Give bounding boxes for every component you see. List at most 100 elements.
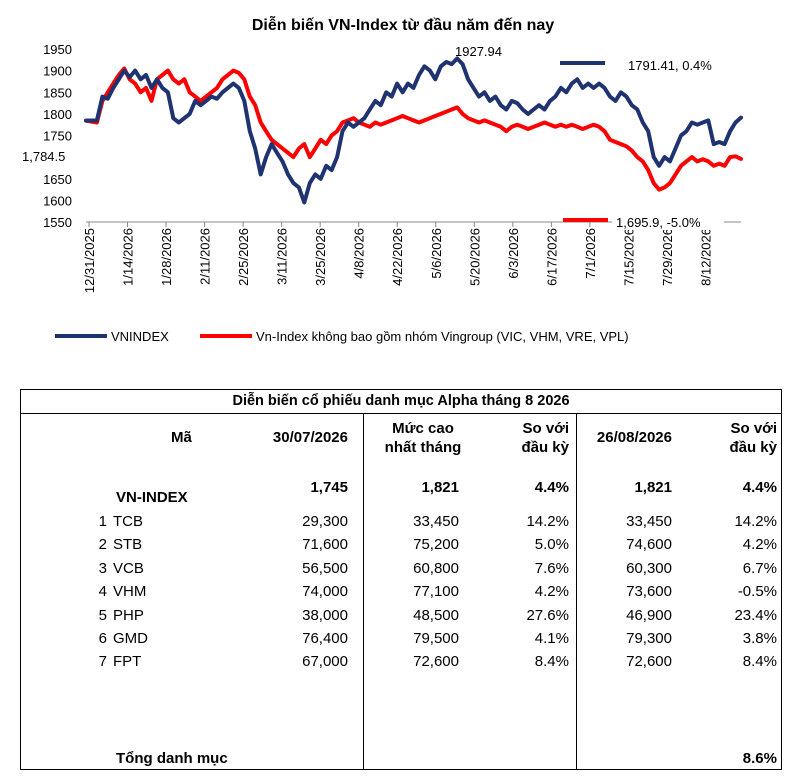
price-26-08: 73,600 bbox=[626, 583, 672, 601]
y-tick-label: 1650 bbox=[43, 172, 72, 187]
monthly-high: 77,100 bbox=[413, 583, 459, 601]
header-change2-line2: đầu kỳ bbox=[729, 439, 777, 456]
stock-code: TCB bbox=[113, 513, 143, 530]
row-number: 5 bbox=[98, 606, 107, 624]
x-tick-label: 8/12/2026 bbox=[698, 228, 713, 286]
stock-code: PHP bbox=[113, 606, 144, 624]
change-vs-start-2: 4.2% bbox=[742, 536, 777, 554]
x-tick-label: 1/28/2026 bbox=[159, 228, 174, 286]
price-30-07: 74,000 bbox=[302, 583, 348, 601]
header-change2-line1: So với bbox=[730, 420, 777, 437]
y-tick-label: 1900 bbox=[43, 64, 72, 79]
series-layer bbox=[84, 56, 743, 205]
index-row-name: VN-INDEX bbox=[116, 489, 188, 506]
x-tick-label: 2/11/2026 bbox=[198, 228, 213, 285]
monthly-high: 48,500 bbox=[413, 606, 459, 624]
index-row-change1: 4.4% bbox=[534, 479, 569, 496]
series-line-ex-vingroup bbox=[84, 66, 743, 192]
change-vs-start-1: 7.6% bbox=[534, 559, 569, 577]
column-divider-1 bbox=[363, 413, 364, 769]
total-value: 8.6% bbox=[742, 750, 777, 767]
index-row-value2: 1,821 bbox=[634, 479, 672, 496]
change-vs-start-2: 6.7% bbox=[742, 559, 777, 577]
monthly-high: 72,600 bbox=[413, 653, 459, 671]
change-vs-start-1: 27.6% bbox=[526, 606, 569, 624]
monthly-high: 60,800 bbox=[413, 559, 459, 577]
start-value-label: 1,784.5 bbox=[22, 149, 65, 164]
stock-code: STB bbox=[113, 536, 143, 554]
header-change1-line2: đầu kỳ bbox=[521, 439, 569, 456]
price-30-07: 71,600 bbox=[302, 536, 348, 554]
change-vs-start-2: -0.5% bbox=[737, 583, 777, 601]
header-high-line1: Mức cao bbox=[392, 420, 454, 437]
peak-value-label: 1927.94 bbox=[455, 44, 502, 59]
monthly-high: 75,200 bbox=[413, 536, 459, 554]
y-tick-label: 1550 bbox=[43, 215, 72, 230]
y-tick-label: 1800 bbox=[43, 107, 72, 122]
portfolio-table: Diễn biến cổ phiếu danh mục Alpha tháng … bbox=[20, 389, 782, 770]
x-tick-label: 7/15/2026 bbox=[621, 228, 636, 286]
y-tick-label: 1950 bbox=[43, 42, 72, 57]
x-tick-label: 12/31/2025 bbox=[82, 228, 97, 293]
x-tick-label: 4/22/2026 bbox=[390, 228, 405, 286]
x-tick-label: 5/20/2026 bbox=[467, 228, 482, 286]
x-tick-label: 7/29/2026 bbox=[660, 228, 675, 286]
change-vs-start-2: 8.4% bbox=[742, 653, 777, 671]
header-date2: 26/08/2026 bbox=[596, 429, 672, 446]
row-number: 1 bbox=[98, 513, 107, 530]
x-tick-label: 5/6/2026 bbox=[429, 228, 444, 279]
row-number: 7 bbox=[98, 653, 107, 671]
red-end-label-bg bbox=[612, 212, 724, 230]
stock-code: GMD bbox=[113, 630, 148, 647]
chart-title: Diễn biến VN-Index từ đầu năm đến nay bbox=[252, 15, 554, 34]
change-vs-start-1: 4.1% bbox=[534, 630, 569, 647]
row-number: 6 bbox=[98, 630, 107, 647]
x-tick-label: 6/3/2026 bbox=[506, 228, 521, 279]
change-vs-start-1: 14.2% bbox=[526, 513, 569, 530]
x-tick-label: 1/14/2026 bbox=[121, 228, 136, 286]
annotations: 1,784.5 1927.94 1791.41, 0.4% 1,695.9, -… bbox=[18, 44, 724, 230]
legend-label-ex-vingroup: Vn-Index không bao gồm nhóm Vingroup (VI… bbox=[256, 329, 629, 344]
table-title: Diễn biến cổ phiếu danh mục Alpha tháng … bbox=[21, 390, 781, 414]
x-tick-label: 2/25/2026 bbox=[236, 228, 251, 286]
index-row-value1: 1,745 bbox=[310, 479, 348, 496]
stock-code: VHM bbox=[113, 583, 147, 601]
price-26-08: 74,600 bbox=[626, 536, 672, 554]
row-number: 4 bbox=[98, 583, 107, 601]
x-tick-label: 4/8/2026 bbox=[352, 228, 367, 279]
change-vs-start-2: 23.4% bbox=[734, 606, 777, 624]
stock-code: FPT bbox=[113, 653, 142, 671]
monthly-high: 79,500 bbox=[413, 630, 459, 647]
header-ma: Mã bbox=[171, 429, 192, 446]
price-26-08: 72,600 bbox=[626, 653, 672, 671]
change-vs-start-1: 4.2% bbox=[534, 583, 569, 601]
column-divider-2 bbox=[576, 413, 577, 769]
price-30-07: 76,400 bbox=[302, 630, 348, 647]
price-26-08: 33,450 bbox=[626, 513, 672, 530]
index-row-high: 1,821 bbox=[421, 479, 459, 496]
stock-code: VCB bbox=[113, 559, 144, 577]
y-tick-label: 1850 bbox=[43, 85, 72, 100]
change-vs-start-2: 3.8% bbox=[742, 630, 777, 647]
start-label-bg bbox=[18, 146, 80, 166]
change-vs-start-1: 8.4% bbox=[534, 653, 569, 671]
red-end-label: 1,695.9, -5.0% bbox=[616, 215, 701, 230]
change-vs-start-2: 14.2% bbox=[734, 513, 777, 530]
price-30-07: 56,500 bbox=[302, 559, 348, 577]
x-tick-label: 6/17/2026 bbox=[544, 228, 559, 286]
change-vs-start-1: 5.0% bbox=[534, 536, 569, 554]
header-high-line2: nhất tháng bbox=[384, 439, 462, 456]
header-change1-line1: So với bbox=[522, 420, 569, 437]
vn-end-label: 1791.41, 0.4% bbox=[628, 58, 712, 73]
y-tick-label: 1600 bbox=[43, 193, 72, 208]
vnindex-chart: Diễn biến VN-Index từ đầu năm đến nay 15… bbox=[18, 15, 743, 344]
x-tick-label: 7/1/2026 bbox=[583, 228, 598, 279]
row-number: 2 bbox=[98, 536, 107, 554]
price-26-08: 79,300 bbox=[626, 630, 672, 647]
x-axis: 12/31/2025 1/14/2026 1/28/2026 2/11/2026 2/2… bbox=[82, 221, 741, 293]
price-30-07: 38,000 bbox=[302, 606, 348, 624]
row-number: 3 bbox=[98, 559, 107, 577]
monthly-high: 33,450 bbox=[413, 513, 459, 530]
price-30-07: 67,000 bbox=[302, 653, 348, 671]
price-26-08: 46,900 bbox=[626, 606, 672, 624]
